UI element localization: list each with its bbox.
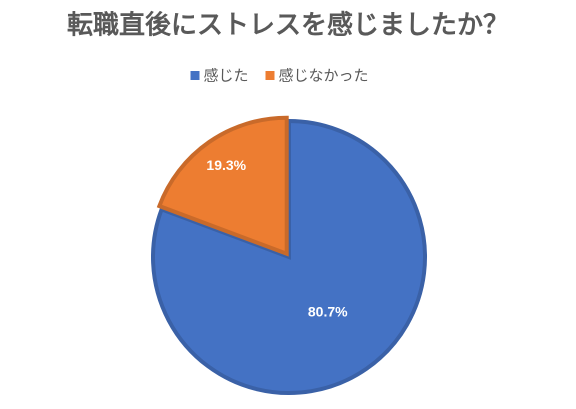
- data-label: 80.7%: [308, 304, 348, 320]
- legend: 感じた 感じなかった: [190, 67, 369, 85]
- legend-swatch: [265, 71, 275, 80]
- chart-title: 転職直後にストレスを感じましたか？: [67, 10, 509, 41]
- legend-swatch: [190, 71, 200, 80]
- legend-label: 感じなかった: [279, 67, 369, 85]
- legend-label: 感じた: [204, 67, 249, 85]
- data-label: 19.3%: [206, 157, 246, 173]
- pie-slice: [151, 118, 427, 395]
- pie: 80.7% 19.3%: [151, 115, 427, 395]
- pie-slice: [156, 115, 289, 257]
